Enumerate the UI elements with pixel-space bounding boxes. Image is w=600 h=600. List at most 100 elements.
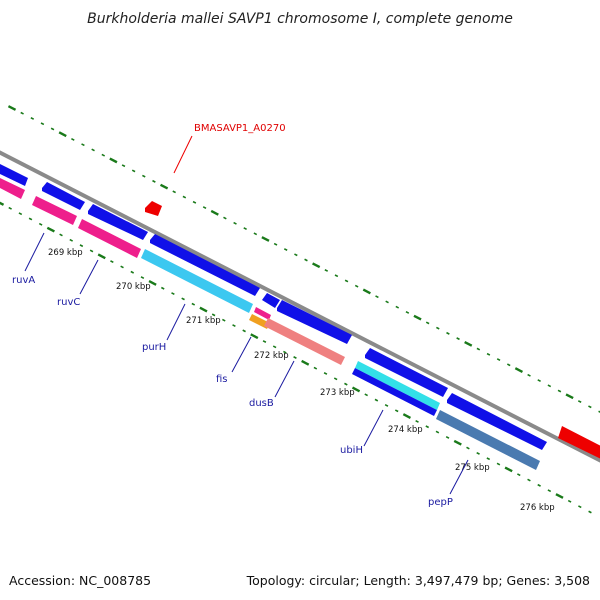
minor-tick [182, 195, 187, 199]
major-tick [148, 279, 157, 286]
inner-tick-ring [0, 201, 592, 514]
tick-label: 273 kbp [320, 388, 355, 398]
highlighted-feature[interactable]: BMASAVP1_A0270 [145, 123, 600, 461]
gene-bar-pepP[interactable] [436, 410, 540, 470]
gene-bar-dusB[interactable] [264, 318, 345, 365]
minor-tick [537, 483, 541, 487]
minor-tick [323, 372, 328, 375]
gene-bar-ruvA[interactable] [32, 196, 77, 225]
minor-tick [476, 451, 480, 455]
pointer-ruvA [24, 232, 45, 272]
minor-tick [28, 217, 33, 221]
minor-tick [567, 499, 572, 503]
major-tick [7, 105, 17, 111]
minor-tick [598, 410, 600, 413]
minor-tick [91, 148, 95, 152]
minor-tick [324, 269, 329, 272]
minor-tick [262, 340, 267, 343]
minor-tick [445, 435, 450, 439]
tick-label: 269 kbp [48, 248, 83, 258]
minor-tick [374, 398, 379, 402]
minor-tick [130, 270, 135, 274]
gene-bar-ruvC[interactable] [78, 219, 141, 258]
gene-label[interactable]: pepP [428, 497, 453, 508]
minor-tick [243, 227, 247, 230]
gene-label[interactable]: ruvA [12, 275, 35, 286]
minor-tick [172, 190, 176, 194]
minor-tick [496, 358, 501, 362]
gene-bar-ubiH[interactable] [352, 368, 437, 416]
backbone-line [0, 150, 600, 463]
major-tick [413, 314, 422, 321]
major-tick [250, 333, 259, 340]
major-tick [159, 183, 169, 190]
minor-tick [242, 329, 246, 333]
highlight-cds-right[interactable] [558, 426, 600, 461]
minor-tick [89, 249, 94, 253]
minor-tick [435, 430, 440, 434]
minor-tick [476, 347, 481, 351]
pointer-dusB [274, 360, 295, 398]
minor-tick [40, 122, 45, 126]
minor-tick [385, 300, 389, 304]
minor-tick [547, 384, 552, 388]
gene-bars [0, 178, 540, 470]
cds-feature[interactable] [88, 204, 148, 240]
minor-tick [527, 478, 531, 482]
gene-bar-purH[interactable] [141, 249, 253, 313]
accession-text: Accession: NC_008785 [9, 573, 151, 588]
tick-label: 271 kbp [186, 316, 221, 326]
minor-tick [333, 377, 338, 381]
minor-tick [233, 221, 237, 225]
minor-tick [425, 425, 430, 429]
minor-tick [425, 321, 430, 325]
minor-tick [71, 138, 75, 141]
minor-tick [272, 345, 277, 349]
minor-tick [38, 222, 43, 226]
topology-text: Topology: circular; Length: 3,497,479 bp… [246, 573, 590, 588]
minor-tick [222, 318, 226, 322]
minor-tick [171, 292, 175, 296]
highlight-label: BMASAVP1_A0270 [194, 123, 286, 134]
minor-tick [30, 117, 35, 120]
highlight-arrow[interactable] [145, 201, 162, 216]
gene-label[interactable]: purH [142, 342, 166, 353]
gene-bar-ubiH-cyan[interactable] [355, 361, 440, 410]
minor-tick [313, 366, 318, 370]
minor-tick [395, 305, 400, 309]
major-tick [58, 131, 67, 138]
cds-feature[interactable] [447, 393, 547, 450]
major-tick [312, 262, 321, 269]
minor-tick [8, 206, 12, 210]
major-tick [199, 306, 208, 313]
minor-tick [344, 382, 348, 386]
major-tick [210, 209, 219, 216]
major-tick [97, 253, 106, 260]
minor-tick [506, 363, 511, 367]
gene-label[interactable]: dusB [249, 398, 274, 409]
major-tick [464, 340, 473, 347]
minor-tick [283, 248, 288, 251]
minor-tick [101, 153, 106, 157]
gene-label[interactable]: ruvC [57, 297, 80, 308]
outer-tick-ring [7, 105, 600, 413]
gene-bar-fis-magenta[interactable] [254, 307, 271, 320]
major-tick [261, 236, 270, 242]
cds-feature[interactable] [42, 182, 85, 210]
gene-bar-ruvA-prev[interactable] [0, 178, 25, 199]
gene-label[interactable]: ubiH [340, 445, 363, 456]
major-tick [555, 493, 564, 499]
minor-tick [50, 127, 55, 131]
minor-tick [160, 286, 165, 290]
gene-label[interactable]: fis [216, 374, 228, 385]
map-title: Burkholderia mallei SAVP1 chromosome I, … [87, 11, 513, 27]
tick-label: 272 kbp [254, 351, 289, 361]
cds-feature[interactable] [365, 348, 448, 397]
cds-feature[interactable] [150, 234, 260, 296]
minor-tick [557, 389, 562, 393]
cds-feature[interactable] [0, 164, 28, 186]
minor-tick [588, 510, 592, 514]
cds-feature[interactable] [262, 293, 280, 308]
cds-feature[interactable] [277, 300, 352, 344]
